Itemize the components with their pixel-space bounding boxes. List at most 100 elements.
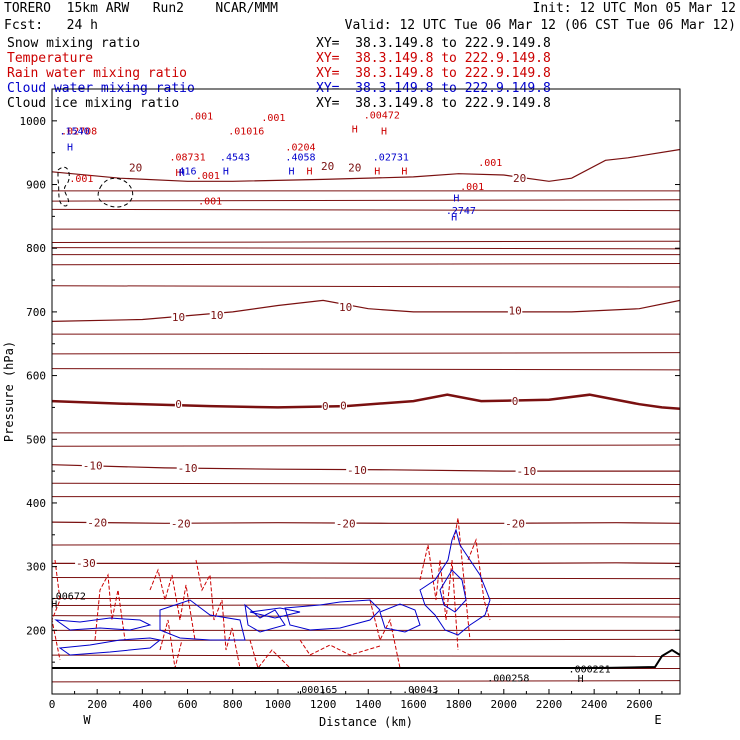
extremum-value-label: .00043 bbox=[402, 685, 438, 696]
high-marker: H bbox=[223, 167, 229, 178]
contour-label-bg bbox=[169, 517, 192, 529]
high-marker: H bbox=[307, 167, 313, 178]
temperature-contour-label: 20 bbox=[321, 160, 334, 173]
temperature-isotherm-10 bbox=[51, 299, 681, 322]
high-marker: H bbox=[374, 167, 380, 178]
moisture-contours bbox=[51, 166, 681, 670]
high-marker: H bbox=[381, 126, 387, 137]
extremum-value-label: .001 bbox=[460, 182, 484, 193]
high-marker: H bbox=[352, 124, 358, 135]
rain-water-contour bbox=[453, 517, 471, 641]
high-marker: H bbox=[179, 168, 185, 179]
temperature-isotherm bbox=[51, 576, 681, 580]
contour-label-bg bbox=[338, 300, 353, 312]
temperature-contour-label: -10 bbox=[83, 459, 103, 472]
contour-label-bg bbox=[75, 556, 97, 568]
high-marker: H bbox=[175, 168, 181, 179]
temperature-isotherm bbox=[51, 368, 681, 371]
x-tick-label: 2400 bbox=[581, 698, 608, 711]
temperature-contour-label: -20 bbox=[505, 517, 525, 530]
rain-water-contour bbox=[195, 559, 241, 669]
cloud-water-contour bbox=[419, 528, 491, 636]
temperature-contour-label: 20 bbox=[129, 161, 142, 174]
x-tick-label: 0 bbox=[49, 698, 56, 711]
contour-label-bg bbox=[320, 160, 335, 172]
y-tick-label: 900 bbox=[26, 179, 46, 192]
extremum-value-label: .01016 bbox=[228, 126, 264, 137]
contour-label-bg bbox=[209, 309, 225, 321]
temperature-contour-label: 10 bbox=[508, 305, 521, 318]
extremum-value-label: .001 bbox=[196, 171, 220, 182]
extremum-value-label: .2747 bbox=[446, 206, 476, 217]
temperature-contour-label: -20 bbox=[336, 517, 356, 530]
contour-label-bg bbox=[171, 310, 186, 322]
init-time: Init: 12 UTC Mon 05 Mar 12 bbox=[532, 1, 737, 16]
temperature-isotherm-0 bbox=[51, 393, 681, 410]
temperature-contour-label: 0 bbox=[175, 398, 182, 411]
east-endpoint-label: E bbox=[654, 713, 661, 727]
rain-water-contour bbox=[299, 639, 381, 656]
temperature-isotherm bbox=[51, 262, 681, 266]
temperature-contour-label: 0 bbox=[512, 395, 519, 408]
extremum-value-label: .00672 bbox=[50, 591, 86, 602]
temperature-isotherm bbox=[51, 638, 681, 642]
legend-label-cloud-ice: Cloud ice mixing ratio bbox=[7, 96, 180, 111]
cloud-water-contour bbox=[159, 599, 246, 641]
legend-xy-rain: XY= 38.3.149.8 to 222.9.149.8 bbox=[316, 66, 551, 81]
snow-mixing-ratio-contour bbox=[97, 177, 134, 208]
x-tick-label: 1400 bbox=[355, 698, 382, 711]
temperature-isotherm bbox=[51, 482, 681, 485]
cloud-water-contour bbox=[54, 617, 152, 631]
high-marker: H bbox=[451, 212, 457, 223]
contour-label-bg bbox=[86, 516, 108, 528]
extremum-value-label: .001 bbox=[261, 113, 285, 124]
extremum-value-label: .000165 bbox=[295, 685, 337, 696]
contour-label-bg bbox=[507, 304, 523, 316]
west-endpoint-label: W bbox=[83, 713, 91, 727]
contour-label-bg bbox=[515, 465, 538, 477]
temperature-contour-label: 10 bbox=[339, 301, 352, 314]
temperature-isotherm bbox=[51, 543, 681, 546]
x-tick-label: 1000 bbox=[265, 698, 292, 711]
high-marker: H bbox=[453, 193, 459, 204]
rain-water-contour bbox=[249, 639, 291, 670]
x-tick-label: 1200 bbox=[310, 698, 337, 711]
temperature-contour-label: -30 bbox=[76, 557, 96, 570]
temperature-isotherm bbox=[51, 240, 681, 243]
y-tick-label: 300 bbox=[26, 561, 46, 574]
temperature-isotherm bbox=[51, 352, 681, 355]
high-marker: H bbox=[288, 167, 294, 178]
temperature-contour-label: 0 bbox=[322, 400, 329, 413]
temperature-isotherm bbox=[51, 603, 681, 606]
extremum-value-label: .08731 bbox=[169, 153, 205, 164]
plot-frame bbox=[51, 88, 681, 695]
y-tick-label: 500 bbox=[26, 433, 46, 446]
x-tick-label: 2600 bbox=[626, 698, 653, 711]
y-tick-label: 400 bbox=[26, 497, 46, 510]
temperature-contour-label: -10 bbox=[516, 465, 536, 478]
contour-label-bg bbox=[176, 461, 199, 473]
extremum-value-label: .02731 bbox=[373, 153, 409, 164]
high-marker: H bbox=[67, 142, 73, 153]
temperature-isotherm bbox=[51, 247, 681, 250]
legend-label-snow: Snow mixing ratio bbox=[7, 36, 141, 51]
x-tick-label: 1800 bbox=[445, 698, 472, 711]
contour-label-bg bbox=[128, 161, 143, 173]
rain-water-contour bbox=[467, 538, 491, 621]
extremum-value-label: .001 bbox=[478, 158, 502, 169]
rain-water-contour bbox=[149, 568, 196, 641]
temperature-isotherm bbox=[51, 199, 681, 202]
temperature-contour-label: -10 bbox=[178, 462, 198, 475]
cloud-water-contour bbox=[379, 603, 421, 633]
valid-time: Valid: 12 UTC Tue 06 Mar 12 (06 CST Tue … bbox=[344, 18, 736, 33]
rain-water-contour bbox=[94, 573, 126, 641]
high-marker: H bbox=[401, 167, 407, 178]
legend-label-rain: Rain water mixing ratio bbox=[7, 66, 188, 81]
contour-label-bg bbox=[321, 400, 329, 412]
extremum-value-label: .000221 bbox=[569, 665, 611, 676]
temperature-contours bbox=[51, 148, 681, 683]
temperature-contour-label: -20 bbox=[171, 517, 191, 530]
cloud-water-contour bbox=[284, 599, 381, 631]
contour-label-bg bbox=[334, 517, 357, 529]
